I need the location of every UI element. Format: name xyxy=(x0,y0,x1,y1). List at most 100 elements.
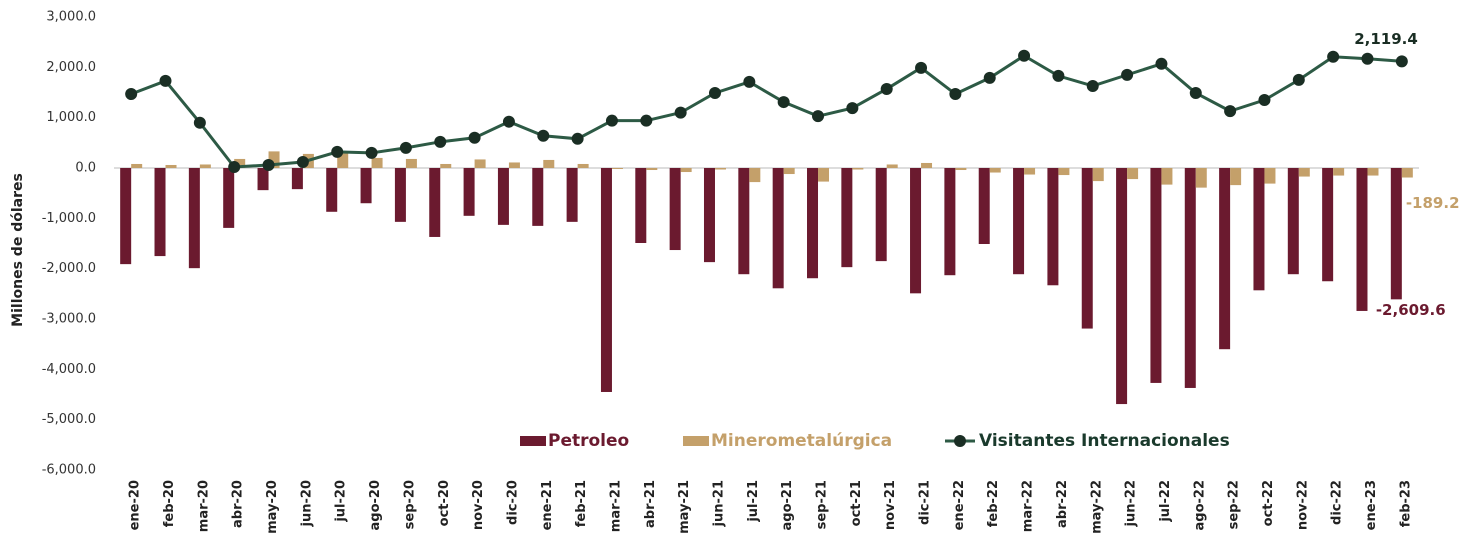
x-tick-label: ago-21 xyxy=(780,480,795,531)
marker xyxy=(915,61,928,74)
bar xyxy=(1253,168,1265,291)
bar xyxy=(566,168,578,222)
bar xyxy=(268,151,280,168)
marker xyxy=(262,158,275,171)
marker xyxy=(296,155,309,168)
marker xyxy=(125,88,138,101)
legend-swatch xyxy=(954,435,966,447)
x-tick-label: may-21 xyxy=(677,480,692,534)
x-tick-label: abr-22 xyxy=(1055,480,1070,528)
marker xyxy=(434,135,447,148)
x-tick-label: mar-22 xyxy=(1021,480,1036,532)
x-tick-label: may-22 xyxy=(1089,480,1104,534)
legend-label: Visitantes Internacionales xyxy=(979,431,1230,451)
bar xyxy=(1195,168,1207,188)
marker xyxy=(949,88,962,101)
x-tick-label: jul-21 xyxy=(746,480,761,523)
bar xyxy=(1127,168,1139,180)
bar xyxy=(921,162,933,168)
bar xyxy=(772,168,784,289)
bar xyxy=(577,163,589,168)
bar xyxy=(1390,168,1402,300)
bar xyxy=(783,168,795,175)
bar xyxy=(989,168,1001,173)
marker xyxy=(674,106,687,119)
y-tick-label: -3,000.0 xyxy=(42,312,96,327)
bar xyxy=(165,164,177,168)
marker xyxy=(1224,105,1237,118)
bar xyxy=(1092,168,1104,182)
y-tick-label: -4,000.0 xyxy=(42,362,96,377)
bar xyxy=(852,168,864,170)
bar xyxy=(886,164,898,168)
x-tick-label: nov-21 xyxy=(883,480,898,530)
marker xyxy=(846,102,859,115)
bar xyxy=(508,162,520,168)
marker xyxy=(365,146,378,159)
bar xyxy=(944,168,956,276)
data-label: -189.2 xyxy=(1406,194,1460,212)
marker xyxy=(571,132,584,145)
bar xyxy=(1219,168,1231,350)
bar xyxy=(371,157,383,168)
marker xyxy=(468,131,481,144)
bar xyxy=(1230,168,1242,186)
bar xyxy=(611,168,623,170)
x-tick-label: jun-22 xyxy=(1124,480,1139,527)
x-tick-label: nov-20 xyxy=(471,480,486,530)
data-label: 2,119.4 xyxy=(1354,30,1418,48)
bar xyxy=(1333,168,1345,176)
data-label: -2,609.6 xyxy=(1376,301,1446,319)
x-tick-label: dic-22 xyxy=(1330,480,1345,525)
bar xyxy=(234,158,246,168)
bar xyxy=(257,168,269,191)
x-tick-label: ago-22 xyxy=(1192,480,1207,531)
marker xyxy=(880,82,893,95)
y-tick-label: 2,000.0 xyxy=(46,60,96,75)
bar xyxy=(532,168,544,226)
bar xyxy=(1298,168,1310,177)
marker xyxy=(640,114,653,127)
marker xyxy=(983,71,996,84)
bar xyxy=(497,168,509,225)
bar xyxy=(131,163,143,168)
bar xyxy=(1013,168,1025,275)
bar xyxy=(1150,168,1162,383)
marker xyxy=(743,75,756,88)
bar xyxy=(440,163,452,168)
bar xyxy=(394,168,406,222)
bar xyxy=(1264,168,1276,184)
x-tick-label: oct-21 xyxy=(849,480,864,526)
marker xyxy=(777,96,790,109)
x-tick-label: ene-20 xyxy=(128,480,143,530)
line xyxy=(130,53,1402,169)
bar xyxy=(337,151,349,168)
bar xyxy=(807,168,819,279)
bar xyxy=(1161,168,1173,185)
x-tick-label: ene-21 xyxy=(540,480,555,530)
bar xyxy=(223,168,235,228)
bar xyxy=(955,168,967,171)
x-tick-label: sep-20 xyxy=(402,480,417,529)
x-tick-label: ene-23 xyxy=(1364,480,1379,530)
marker xyxy=(331,145,344,158)
x-tick-label: abr-20 xyxy=(231,480,246,528)
marker xyxy=(1018,49,1031,62)
legend-swatch xyxy=(520,436,546,446)
bar xyxy=(1356,168,1368,311)
bar xyxy=(635,168,647,243)
x-tick-label: jul-20 xyxy=(334,480,349,523)
bar xyxy=(360,168,372,204)
bar xyxy=(978,168,990,245)
x-tick-label: jun-21 xyxy=(711,480,726,527)
marker xyxy=(1258,94,1271,107)
x-tick-label: ene-22 xyxy=(952,480,967,530)
bar xyxy=(749,168,761,183)
x-tick-label: nov-22 xyxy=(1295,480,1310,530)
marker xyxy=(159,74,172,87)
bar xyxy=(1047,168,1059,286)
marker xyxy=(1086,79,1099,92)
bar xyxy=(199,164,211,168)
bar xyxy=(1287,168,1299,275)
marker xyxy=(228,160,241,173)
